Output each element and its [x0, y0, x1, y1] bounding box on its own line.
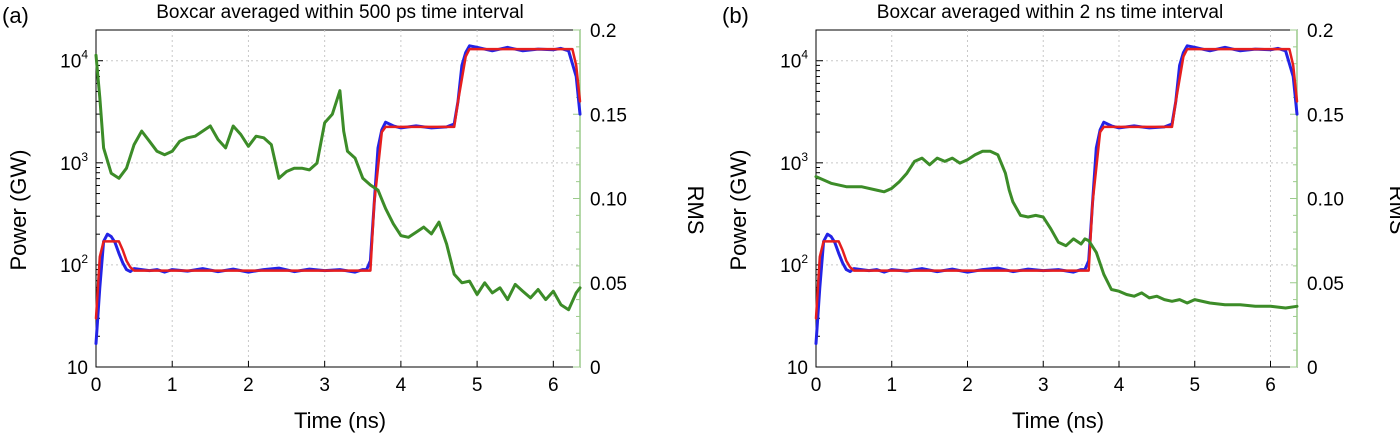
y-tick-label: 10 [67, 358, 88, 379]
y-axis-label: Power (GW) [6, 150, 31, 271]
x-tick-label: 5 [1189, 375, 1200, 396]
y2-tick-label: 0.10 [590, 190, 627, 211]
y-tick-label: 102 [60, 252, 88, 277]
y-tick-label: 103 [780, 150, 808, 175]
x-tick-label: 6 [1265, 375, 1276, 396]
x-tick-label: 0 [811, 375, 822, 396]
y-tick-label: 104 [60, 48, 88, 73]
x-axis-label: Time (ns) [1012, 408, 1104, 433]
x-tick-label: 0 [91, 375, 102, 396]
series-line-power_step [94, 47, 582, 320]
chart-title: Boxcar averaged within 500 ps time inter… [156, 2, 524, 23]
x-tick-label: 2 [962, 375, 973, 396]
y2-tick-label: 0.2 [590, 21, 616, 42]
plot-area [815, 29, 1298, 368]
y2-axis-label: RMS [1385, 186, 1400, 235]
y2-tick-label: 0 [1307, 358, 1318, 379]
plot-area [95, 29, 581, 368]
y2-tick-label: 0.05 [1307, 274, 1344, 295]
panel-label: (a) [2, 3, 29, 28]
series-line-rms [814, 149, 1299, 310]
y-tick-label: 103 [60, 150, 88, 175]
y-tick-label: 10 [787, 358, 808, 379]
x-tick-label: 1 [886, 375, 897, 396]
x-tick-label: 3 [1038, 375, 1049, 396]
y2-tick-label: 0 [590, 358, 601, 379]
series-line-power_step [814, 47, 1299, 320]
x-tick-label: 3 [319, 375, 330, 396]
x-tick-label: 1 [167, 375, 178, 396]
chart-panel-b: (b) Boxcar averaged within 2 ns time int… [722, 2, 1400, 433]
x-tick-label: 6 [548, 375, 559, 396]
y2-tick-label: 0.15 [1307, 105, 1344, 126]
x-axis-label: Time (ns) [294, 408, 386, 433]
y-tick-label: 104 [780, 48, 808, 73]
y2-axis-label: RMS [683, 186, 708, 235]
y2-tick-label: 0.2 [1307, 21, 1333, 42]
series-line-rms [94, 53, 582, 312]
x-tick-label: 4 [1114, 375, 1125, 396]
y-axis-label: Power (GW) [726, 150, 751, 271]
y2-tick-label: 0.05 [590, 274, 627, 295]
chart-panel-a: (a) Boxcar averaged within 500 ps time i… [2, 2, 708, 433]
x-tick-label: 4 [396, 375, 407, 396]
y-tick-label: 102 [780, 252, 808, 277]
series-line-power_measured [814, 44, 1299, 345]
y2-tick-label: 0.10 [1307, 190, 1344, 211]
y2-tick-label: 0.15 [590, 105, 627, 126]
x-tick-label: 2 [243, 375, 254, 396]
series-line-power_measured [94, 44, 582, 345]
chart-title: Boxcar averaged within 2 ns time interva… [877, 2, 1223, 23]
panel-label: (b) [722, 3, 749, 28]
x-tick-label: 5 [472, 375, 483, 396]
